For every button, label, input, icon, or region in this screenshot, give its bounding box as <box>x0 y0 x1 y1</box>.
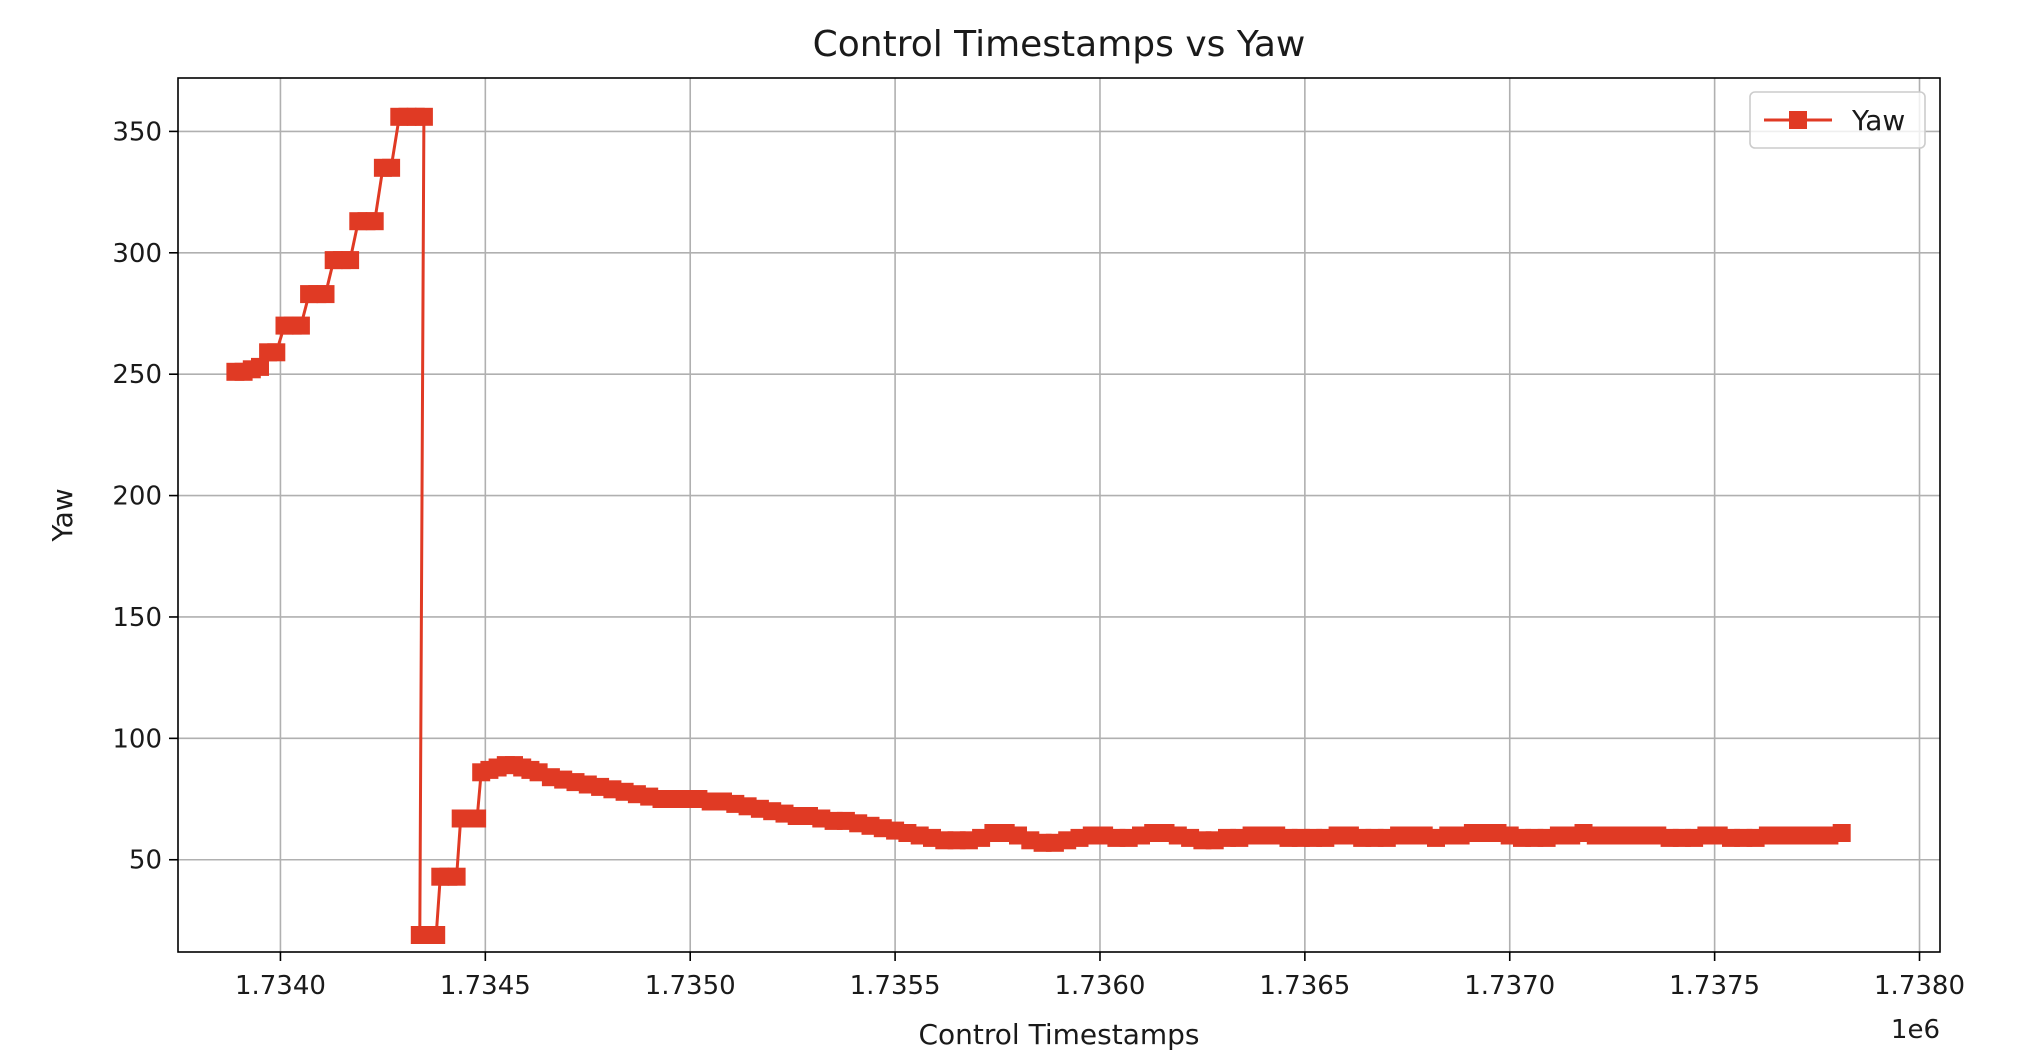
y-tick-label: 100 <box>112 724 162 754</box>
data-layer <box>226 107 1851 944</box>
data-point-marker <box>341 251 360 270</box>
plot-frame <box>177 77 1941 953</box>
data-point-marker <box>427 926 446 944</box>
x-tick-label: 1.7355 <box>850 971 941 1001</box>
data-point-marker <box>267 343 286 362</box>
legend-box <box>1749 91 1926 149</box>
data-point-marker <box>365 212 384 231</box>
y-tick-label: 50 <box>129 846 162 876</box>
legend: Yaw <box>1749 91 1926 149</box>
x-tick-label: 1.7345 <box>440 971 531 1001</box>
grid-layer <box>178 78 1940 952</box>
x-tick-label: 1.7360 <box>1054 971 1145 1001</box>
y-axis-label: Yaw <box>46 488 79 542</box>
data-point-marker <box>468 809 487 828</box>
legend-marker-sample <box>1789 111 1807 129</box>
x-tick-label: 1.7370 <box>1464 971 1555 1001</box>
data-point-marker <box>1832 824 1851 842</box>
data-point-marker <box>291 316 310 335</box>
data-point-marker <box>382 158 401 177</box>
data-point-marker <box>414 107 433 126</box>
chart-title: Control Timestamps vs Yaw <box>813 24 1306 65</box>
y-tick-label: 300 <box>112 239 162 269</box>
ticks-layer: 1.7340 1.7345 1.7350 1.7355 1.7360 1.7365 1.73… <box>112 117 1965 1001</box>
data-point-marker <box>447 867 466 886</box>
legend-label-yaw: Yaw <box>1851 104 1905 137</box>
x-tick-label: 1.7350 <box>645 971 736 1001</box>
x-axis-offset-label: 1e6 <box>1891 1015 1940 1045</box>
x-tick-label: 1.7375 <box>1669 971 1760 1001</box>
y-tick-label: 250 <box>112 360 162 390</box>
data-point-marker <box>316 285 335 304</box>
x-tick-label: 1.7340 <box>235 971 326 1001</box>
x-tick-label: 1.7380 <box>1874 971 1965 1001</box>
y-tick-label: 350 <box>112 117 162 147</box>
x-tick-label: 1.7365 <box>1259 971 1350 1001</box>
y-tick-label: 200 <box>112 482 162 512</box>
x-axis-label: Control Timestamps <box>919 1018 1200 1051</box>
y-tick-label: 150 <box>112 603 162 633</box>
data-point-marker <box>251 357 269 376</box>
